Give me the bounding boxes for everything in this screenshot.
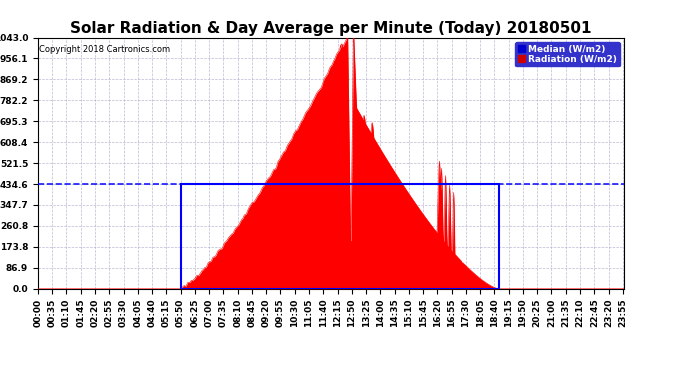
- Bar: [181, 184, 498, 289]
- Text: Copyright 2018 Cartronics.com: Copyright 2018 Cartronics.com: [39, 45, 170, 54]
- Legend: Median (W/m2), Radiation (W/m2): Median (W/m2), Radiation (W/m2): [515, 42, 620, 66]
- Title: Solar Radiation & Day Average per Minute (Today) 20180501: Solar Radiation & Day Average per Minute…: [70, 21, 592, 36]
